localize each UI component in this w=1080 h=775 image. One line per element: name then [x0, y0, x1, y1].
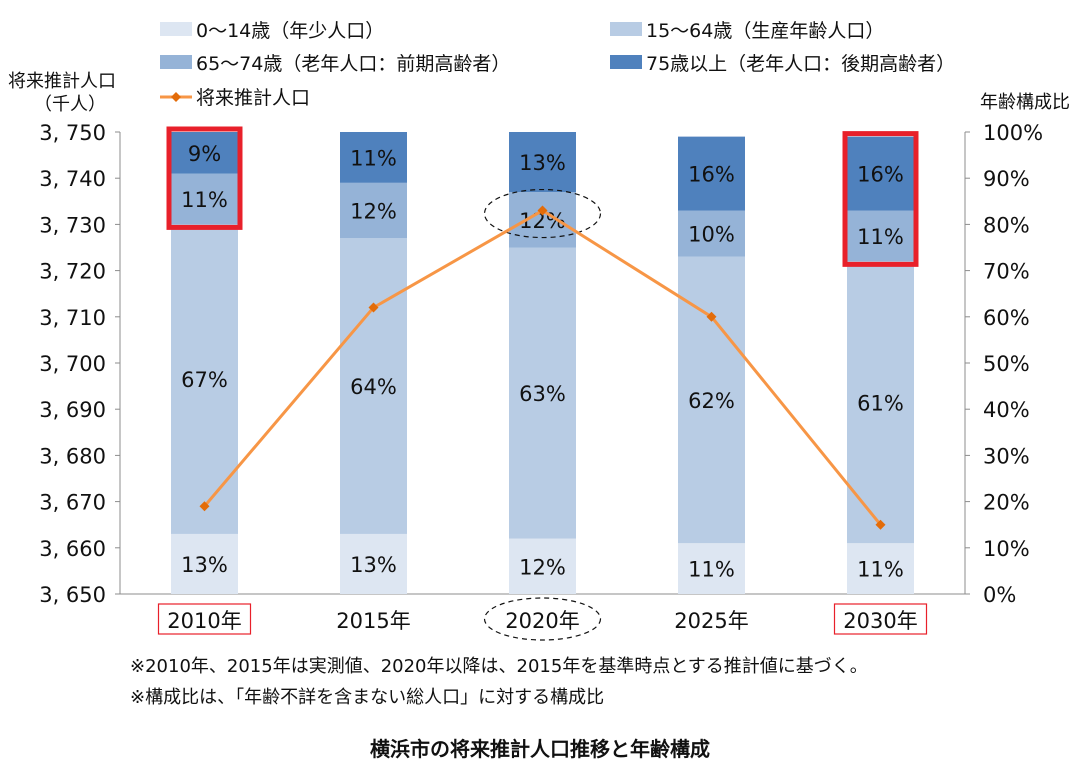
legend-label: 将来推計人口 — [196, 87, 310, 109]
left-axis-title: 将来推計人口 — [8, 71, 116, 92]
left-tick-label: 3, 700 — [39, 352, 106, 376]
bar-data-label: 12% — [519, 555, 566, 579]
legend-label: 75歳以上（老年人口：後期高齢者） — [646, 53, 955, 75]
legend-swatch — [610, 22, 642, 36]
bar-segment — [509, 247, 576, 539]
bar-segment — [171, 173, 238, 225]
right-tick-label: 60% — [983, 306, 1030, 330]
bar-segment — [171, 132, 238, 174]
note-line-2: ※構成比は、「年齢不詳を含まない総人口」に対する構成比 — [130, 687, 605, 708]
note-line-1: ※2010年、2015年は実測値、2020年以降は、2015年を基準時点とする推… — [130, 656, 868, 677]
population-point-marker — [368, 302, 379, 313]
bar-data-label: 13% — [519, 151, 566, 175]
population-point-marker — [537, 205, 548, 216]
left-tick-label: 3, 690 — [39, 398, 106, 422]
bar-data-label: 9% — [188, 142, 221, 166]
legend-swatch — [160, 22, 192, 36]
right-tick-label: 70% — [983, 260, 1030, 284]
chart-caption: 横浜市の将来推計人口推移と年齢構成 — [370, 737, 710, 761]
bar-data-label: 63% — [519, 382, 566, 406]
highlight-box — [842, 131, 919, 267]
right-tick-label: 40% — [983, 398, 1030, 422]
bar-data-label: 62% — [688, 389, 735, 413]
circled-point-ellipse — [483, 188, 602, 239]
bar-data-label: 13% — [350, 553, 397, 577]
bar-data-label: 11% — [688, 558, 735, 582]
right-tick-label: 50% — [983, 352, 1030, 376]
right-axis-title: 年齢構成比 — [980, 92, 1070, 113]
bar-data-label: 16% — [857, 163, 904, 187]
left-tick-label: 3, 680 — [39, 444, 106, 468]
bar-data-label: 13% — [181, 553, 228, 577]
highlight-label-frame — [833, 603, 928, 635]
population-chart: 3, 650 3, 660 3, 670 3, 680 3, 690 3, 700 3, 7… — [8, 20, 1070, 641]
bar-segment — [847, 543, 914, 594]
bar-segment — [847, 210, 914, 262]
left-tick-label: 3, 650 — [39, 583, 106, 607]
bar-data-label: 11% — [181, 188, 228, 212]
population-point-marker — [875, 519, 886, 530]
left-tick-label: 3, 730 — [39, 213, 106, 237]
bar-segment — [509, 132, 576, 193]
bar-data-label: 67% — [181, 368, 228, 392]
left-tick-label: 3, 740 — [39, 167, 106, 191]
right-tick-label: 20% — [983, 491, 1030, 515]
legend-label: 15～64歳（生産年齢人口） — [646, 20, 884, 42]
right-tick-label: 30% — [983, 444, 1030, 468]
right-tick-label: 100% — [983, 121, 1043, 145]
highlight-label-frame — [157, 603, 252, 635]
bar-segment — [509, 192, 576, 248]
highlight-box — [166, 126, 243, 230]
bar-segment — [340, 182, 407, 239]
bar-segment — [509, 538, 576, 594]
bar-data-label: 11% — [350, 146, 397, 170]
left-tick-label: 3, 710 — [39, 306, 106, 330]
bar-segment — [340, 238, 407, 534]
legend-swatch — [610, 55, 642, 69]
right-tick-label: 10% — [983, 537, 1030, 561]
x-tick-label: 2030年 — [843, 609, 917, 633]
legend-label: 0～14歳（年少人口） — [196, 20, 384, 42]
legend-swatch — [160, 55, 192, 69]
bar-segment — [847, 136, 914, 211]
bar-segment — [678, 543, 745, 594]
left-tick-label: 3, 750 — [39, 121, 106, 145]
bar-data-label: 16% — [688, 163, 735, 187]
bar-data-label: 10% — [688, 223, 735, 247]
left-tick-label: 3, 720 — [39, 260, 106, 284]
bar-data-label: 11% — [857, 558, 904, 582]
population-point-marker — [706, 311, 717, 322]
bar-data-label: 12% — [350, 200, 397, 224]
legend-line-marker — [171, 92, 181, 102]
bar-data-label: 61% — [857, 391, 904, 415]
x-tick-label: 2010年 — [167, 609, 241, 633]
left-tick-label: 3, 660 — [39, 537, 106, 561]
bar-segment — [340, 533, 407, 594]
bar-data-label: 64% — [350, 375, 397, 399]
bar-segment — [171, 533, 238, 594]
population-point-marker — [199, 501, 210, 512]
bar-segment — [171, 224, 238, 534]
bar-data-label: 11% — [857, 225, 904, 249]
x-tick-label: 2015年 — [336, 609, 410, 633]
left-tick-label: 3, 670 — [39, 491, 106, 515]
right-tick-label: 80% — [983, 213, 1030, 237]
x-tick-label: 2020年 — [505, 609, 579, 633]
right-tick-label: 0% — [983, 583, 1016, 607]
bar-segment — [678, 136, 745, 211]
right-tick-label: 90% — [983, 167, 1030, 191]
bar-segment — [340, 132, 407, 183]
x-tick-label: 2025年 — [674, 609, 748, 633]
bar-segment — [678, 210, 745, 257]
circled-year-ellipse — [483, 597, 602, 641]
left-axis-unit: （千人） — [34, 94, 106, 115]
legend-label: 65～74歳（老年人口：前期高齢者） — [196, 53, 510, 75]
